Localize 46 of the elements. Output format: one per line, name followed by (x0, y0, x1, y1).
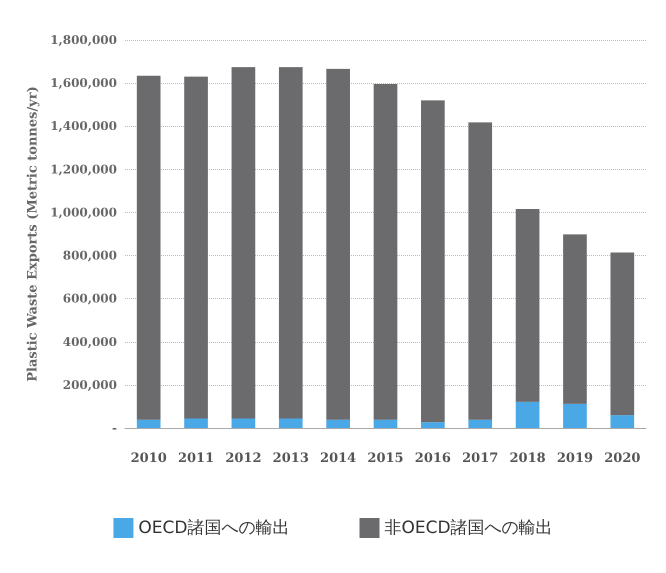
bar (136, 76, 161, 420)
x-tick-label: 2013 (272, 451, 309, 466)
y-tick-label: 800,000 (62, 248, 117, 263)
legend-label: 非OECD諸国への輸出 (384, 518, 553, 538)
y-tick-label: 1,800,000 (50, 33, 117, 47)
bar (421, 422, 445, 428)
bar (563, 404, 587, 428)
y-tick-label: - (112, 421, 118, 435)
bar (468, 122, 492, 420)
bar (468, 420, 492, 428)
y-tick-label: 1,200,000 (50, 162, 117, 176)
bar (326, 68, 350, 420)
bar (374, 420, 398, 428)
bar (516, 402, 540, 428)
bar (421, 100, 445, 422)
y-axis-title: Plastic Waste Exports (Metric tonnes/yr) (25, 86, 40, 382)
bar (136, 420, 161, 428)
bar (610, 252, 634, 416)
bar (232, 67, 256, 419)
x-tick-label: 2015 (367, 451, 404, 466)
bar (184, 76, 208, 419)
x-tick-label: 2017 (462, 451, 498, 466)
y-tick-label: 200,000 (62, 378, 117, 392)
bar (610, 415, 634, 428)
x-tick-label: 2010 (130, 451, 167, 466)
x-tick-label: 2016 (414, 451, 451, 466)
bar (184, 418, 208, 428)
x-tick-label: 2020 (604, 451, 640, 466)
y-tick-label: 1,400,000 (50, 119, 117, 134)
legend-label: OECD諸国への輸出 (138, 518, 290, 538)
bar (563, 234, 587, 404)
x-tick-label: 2014 (320, 451, 356, 466)
y-tick-label: 600,000 (62, 292, 117, 306)
x-tick-label: 2012 (225, 451, 262, 466)
x-tick-label: 2011 (178, 451, 214, 466)
bar (278, 418, 303, 428)
bar (326, 420, 350, 428)
y-tick-label: 1,600,000 (50, 76, 117, 90)
y-tick-label: 400,000 (62, 334, 117, 349)
y-tick-label: 1,000,000 (50, 205, 117, 220)
bar (278, 67, 303, 419)
x-tick-label: 2019 (556, 451, 594, 466)
bar (516, 208, 540, 402)
bar (232, 418, 256, 428)
x-tick-label: 2018 (509, 451, 546, 466)
bar (374, 84, 398, 420)
